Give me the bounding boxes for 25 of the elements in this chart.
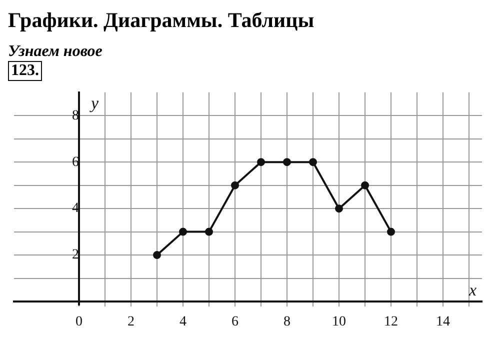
point — [257, 158, 265, 166]
point — [231, 181, 239, 190]
point — [361, 181, 369, 190]
text: 123. — [8, 61, 42, 81]
point — [309, 158, 317, 166]
point — [205, 228, 213, 236]
y-axis-title: y — [89, 93, 99, 112]
point — [283, 158, 291, 166]
y-tick-label: 2 — [72, 248, 79, 263]
x-tick-label: 12 — [384, 314, 398, 330]
chart-title: Графики. Диаграммы. Таблицы — [8, 8, 316, 33]
x-tick-label: 10 — [332, 314, 346, 330]
x-tick-label: 8 — [284, 314, 290, 330]
x-tick-label: 6 — [232, 314, 238, 330]
x-tick-label: 0 — [76, 314, 82, 330]
point — [335, 204, 343, 213]
x-tick-label: 2 — [128, 314, 134, 330]
y-tick-label: 8 — [72, 108, 79, 124]
point — [153, 251, 161, 260]
x-tick-label: 4 — [180, 314, 186, 330]
chart-subtitle: Узнаем новое — [8, 43, 104, 61]
point — [387, 228, 395, 236]
x-axis-title: x — [468, 280, 477, 300]
point — [179, 228, 187, 236]
x-tick-label: 14 — [436, 314, 450, 330]
